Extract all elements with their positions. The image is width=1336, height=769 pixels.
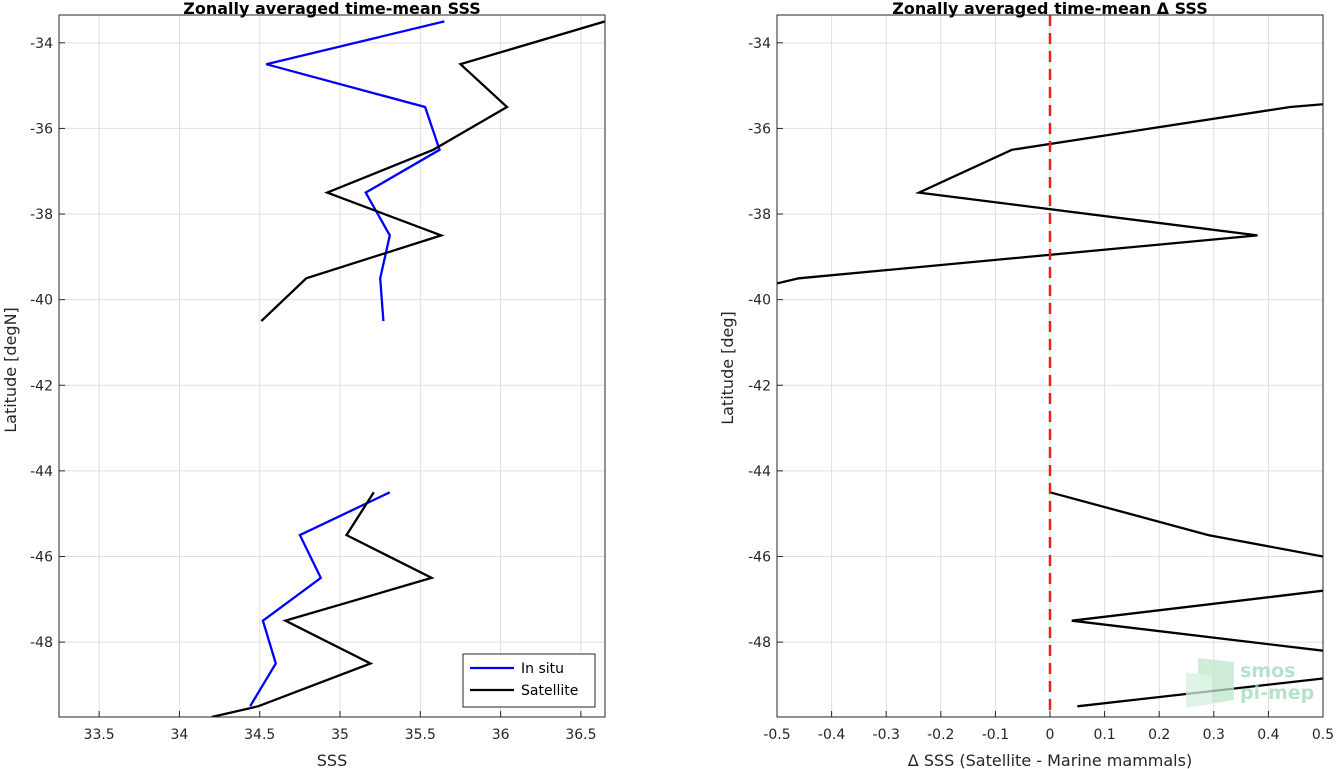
- x-tick-label: 0.5: [1312, 727, 1334, 743]
- series-line-delta-sss-segment-0: [777, 103, 1323, 285]
- x-tick-label: 35.5: [405, 727, 436, 743]
- x-tick-label: 34.5: [244, 727, 275, 743]
- left-series-group: [211, 20, 605, 717]
- series-line-delta-sss-segment-1: [1049, 491, 1323, 558]
- x-tick-label: -0.1: [982, 727, 1009, 743]
- logo-text-pi-mep: pi-mep: [1240, 682, 1314, 704]
- left-axes-box: [58, 14, 606, 718]
- right-ticks: -0.5 -0.4 -0.3 -0.2 -0.1 0 0.1 0.2 0.3 0.4 0.5 -48 -…: [748, 36, 1334, 743]
- x-tick-label: 36: [492, 727, 510, 743]
- left-chart-panel: 33.5 34 34.5 35 35.5 36 36.5 -48 -46 -44 -42 -40 -38…: [1, 0, 606, 769]
- y-tick-label: -34: [748, 36, 771, 52]
- y-tick-label: -42: [748, 378, 771, 394]
- right-x-axis-label: Δ SSS (Satellite - Marine mammals): [908, 751, 1192, 769]
- left-x-axis-label: SSS: [317, 751, 347, 769]
- series-line-in-situ-segment-1: [249, 491, 391, 707]
- left-ticks: 33.5 34 34.5 35 35.5 36 36.5 -48 -46 -44 -42 -40 -38…: [30, 36, 596, 743]
- y-tick-label: -38: [30, 207, 53, 223]
- left-chart-title: Zonally averaged time-mean SSS: [183, 0, 481, 18]
- legend: In situ Satellite: [462, 653, 596, 708]
- x-tick-label: 0.3: [1203, 727, 1225, 743]
- y-tick-label: -36: [748, 121, 771, 137]
- legend-box: [462, 653, 596, 708]
- y-tick-label: -34: [30, 36, 53, 52]
- y-tick-label: -40: [30, 293, 53, 309]
- y-tick-label: -46: [30, 549, 53, 565]
- x-tick-label: 34: [171, 727, 189, 743]
- logo-shape-back: [1186, 672, 1212, 708]
- y-tick-label: -44: [748, 464, 771, 480]
- x-tick-label: -0.5: [763, 727, 790, 743]
- x-tick-label: -0.4: [818, 727, 845, 743]
- logo-text-smos: smos: [1240, 660, 1295, 682]
- right-chart-panel: -0.5 -0.4 -0.3 -0.2 -0.1 0 0.1 0.2 0.3 0.4 0.5 -48 -…: [718, 0, 1334, 769]
- x-tick-label: 35: [331, 727, 349, 743]
- x-tick-label: 36.5: [565, 727, 596, 743]
- x-tick-label: 0.2: [1148, 727, 1170, 743]
- x-tick-label: 0.1: [1093, 727, 1115, 743]
- smos-pi-mep-logo: smos pi-mep: [1186, 658, 1314, 708]
- y-tick-label: -46: [748, 549, 771, 565]
- y-tick-label: -40: [748, 293, 771, 309]
- y-tick-label: -44: [30, 464, 53, 480]
- legend-label-satellite: Satellite: [521, 683, 578, 699]
- series-line-delta-sss-segment-2: [1071, 589, 1323, 652]
- legend-label-in-situ: In situ: [521, 661, 564, 677]
- y-tick-label: -48: [30, 635, 53, 651]
- x-tick-label: 33.5: [84, 727, 115, 743]
- y-tick-label: -42: [30, 378, 53, 394]
- series-line-satellite-segment-0: [260, 20, 605, 322]
- right-series-group: [777, 103, 1323, 708]
- right-y-axis-label: Latitude [deg]: [718, 311, 737, 425]
- x-tick-label: -0.2: [927, 727, 954, 743]
- y-tick-label: -38: [748, 207, 771, 223]
- x-tick-label: -0.3: [873, 727, 900, 743]
- y-tick-label: -48: [748, 635, 771, 651]
- x-tick-label: 0: [1046, 727, 1055, 743]
- right-chart-title: Zonally averaged time-mean Δ SSS: [892, 0, 1208, 18]
- series-line-satellite-segment-1: [211, 491, 435, 717]
- left-grid: [59, 15, 605, 717]
- y-tick-label: -36: [30, 121, 53, 137]
- left-y-axis-label: Latitude [degN]: [1, 307, 20, 433]
- series-line-in-situ-segment-0: [265, 20, 445, 322]
- x-tick-label: 0.4: [1257, 727, 1279, 743]
